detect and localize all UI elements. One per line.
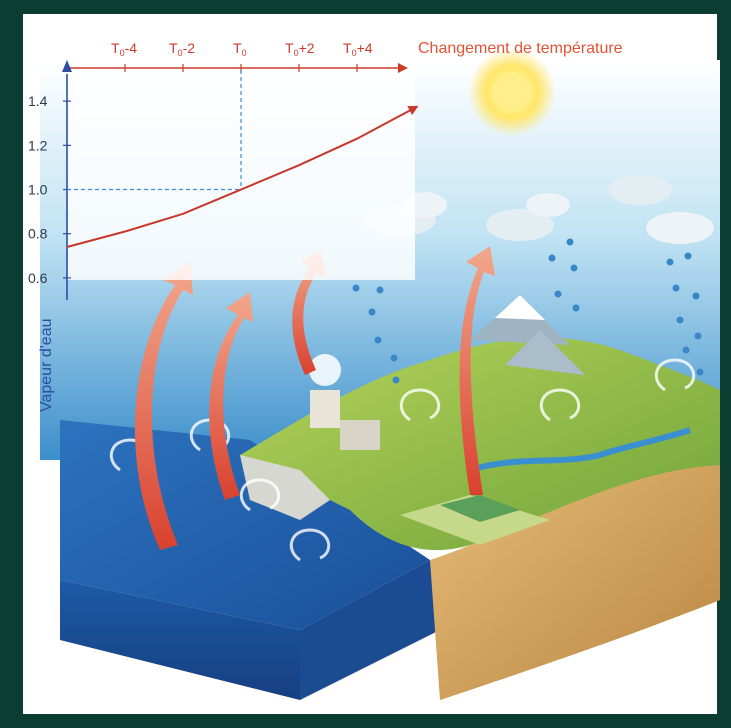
field-green [440, 495, 520, 522]
x-axis-arrow-icon [398, 63, 408, 73]
y-tick-label: 0.8 [28, 226, 48, 242]
x-tick-label: T0+2 [285, 40, 315, 58]
x-tick-label: T0+4 [343, 40, 373, 58]
x-tick-label: T0-4 [111, 40, 137, 58]
cloud-icon [608, 175, 672, 205]
fields [400, 495, 550, 545]
arrow-icon [459, 246, 495, 495]
white-cliffs [240, 455, 330, 520]
arrow-icon [292, 250, 325, 375]
river [469, 427, 691, 473]
evaporation-arrows [134, 246, 495, 550]
y-axis-title: Vapeur d'eau [38, 319, 55, 413]
rain-drops [352, 238, 704, 384]
mountain-peak-2 [505, 330, 585, 375]
cloud-icon [486, 193, 570, 241]
arrow-icon [134, 262, 193, 550]
mountain-peak [470, 295, 570, 345]
data-curve [66, 106, 416, 248]
y-axis-arrow-icon [62, 60, 72, 72]
x-tick-label: T0-2 [169, 40, 195, 58]
steam-cloud [309, 354, 341, 386]
x-tick-label: T0 [233, 40, 247, 58]
y-tick-label: 1.2 [28, 137, 48, 153]
mountain-snow [495, 295, 545, 320]
y-tick-label: 1.4 [28, 93, 48, 109]
chart-panel [67, 68, 415, 280]
soil-cliff [430, 465, 720, 700]
curve-arrow-icon [407, 105, 419, 116]
factory-building [340, 420, 380, 450]
x-axis-title: Changement de température [418, 40, 623, 57]
ocean-side [300, 560, 440, 700]
y-tick-label: 0.6 [28, 270, 48, 286]
arrow-icon [209, 292, 253, 500]
ocean-front [60, 580, 300, 700]
cooling-tower [310, 390, 340, 428]
sun-core [492, 72, 532, 112]
y-tick-label: 1.0 [28, 182, 48, 198]
cloud-icon [646, 212, 714, 244]
